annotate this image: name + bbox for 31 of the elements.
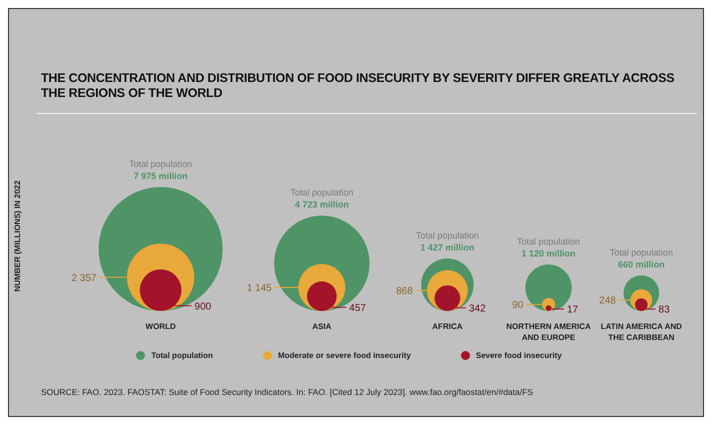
source-note: SOURCE: FAO. 2023. FAOSTAT: Suite of Food Security Indicators. In: FAO. [Cited 12 July 2023]. www.fao.org/faostat/en/#data/FS	[41, 387, 533, 397]
text: Total population	[517, 236, 580, 247]
text: THE CONCENTRATION AND DISTRIBUTION OF FOOD INSECURITY BY SEVERITY DIFFER GREATLY ACROSS THE REGIONS OF THE WORLD	[41, 71, 676, 101]
text: NUMBER (MILLIONS) IN 2022	[12, 180, 22, 292]
data-label: 457	[349, 302, 366, 314]
category-label: NORTHERN AMERICA AND EUROPE	[506, 322, 592, 342]
data-label: 4 723 million	[294, 200, 349, 210]
category-label: AFRICA	[432, 322, 463, 331]
data-label: 342	[468, 303, 486, 314]
data-label: 868	[396, 286, 414, 298]
data-label: 2 357	[71, 272, 97, 284]
data-label: 90	[512, 300, 524, 311]
data-label: 248	[599, 296, 616, 307]
data-label: 7 975 million	[134, 171, 188, 181]
text: Total population	[290, 188, 354, 198]
data-label: 17	[566, 304, 579, 316]
legend-label: Total population	[150, 351, 213, 360]
legend-label: Severe food insecurity	[474, 351, 562, 360]
category-label: WORLD	[146, 322, 176, 331]
data-label: 1 427 million	[420, 242, 474, 253]
text: Total population	[416, 230, 479, 241]
data-label: 900	[194, 301, 212, 312]
data-label: 660 million	[618, 259, 665, 270]
data-label: 1 120 million	[522, 248, 576, 259]
legend-label: Moderate or severe food insecurity	[276, 351, 411, 360]
category-label: LATIN AMERICA AND THE CARIBBEAN	[600, 322, 682, 342]
text: Total population	[129, 159, 192, 169]
data-label: 83	[658, 304, 670, 316]
category-label: ASIA	[312, 322, 332, 331]
text: Total population	[610, 247, 673, 258]
data-label: 1 145	[246, 283, 272, 294]
